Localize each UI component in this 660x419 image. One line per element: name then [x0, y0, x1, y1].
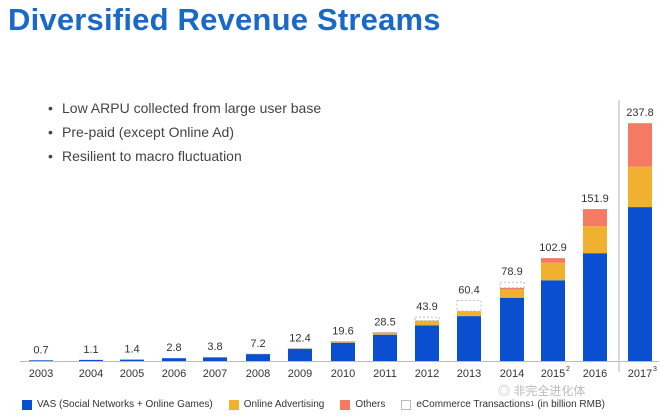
chart-legend: VAS (Social Networks + Online Games) Onl… [22, 399, 605, 410]
data-label: 2.8 [166, 342, 181, 354]
bar-segment-online [583, 226, 607, 254]
x-tick-label: 2015 [541, 368, 565, 380]
x-tick-label: 2004 [79, 368, 103, 380]
footnote-marker: 3 [653, 366, 657, 373]
data-label: 102.9 [539, 242, 567, 254]
bar-segment-vas [331, 342, 355, 361]
legend-label: eCommerce Transactions [416, 399, 531, 410]
bar-segment-vas [203, 357, 227, 361]
legend-swatch [340, 399, 351, 410]
bar-segment-vas [288, 349, 312, 361]
bar-segment-ecommerce [456, 300, 482, 312]
watermark: ◎ 非完全进化体 [498, 384, 586, 398]
bar-segment-vas [583, 253, 607, 361]
page-title: Diversified Revenue Streams [8, 2, 441, 37]
bar-segment-vas [246, 354, 270, 361]
legend-label: Others [355, 399, 386, 410]
bar-segment-online [457, 311, 481, 317]
footnote-marker: 2 [566, 366, 570, 373]
bar-segment-vas [120, 359, 144, 361]
x-tick-label: 2016 [583, 368, 607, 380]
x-tick-label: 2003 [29, 368, 53, 380]
data-label: 60.4 [458, 285, 479, 297]
data-label: 1.4 [124, 344, 139, 356]
x-tick-label: 2017 [628, 368, 652, 380]
legend-swatch [22, 399, 32, 410]
data-label: 3.8 [207, 341, 222, 353]
bar-segment-others [628, 123, 652, 167]
bar-segment-online [373, 332, 397, 335]
legend-item-ads: Online Advertising [228, 399, 325, 410]
bullet-item: Low ARPU collected from large user base [48, 98, 321, 122]
bar-segment-vas [457, 316, 481, 361]
bar-segment-online [541, 262, 565, 281]
data-label: 19.6 [332, 325, 353, 337]
unit-label: (in billion RMB) [537, 399, 605, 410]
bar-segment-vas [79, 359, 103, 361]
data-label: 7.2 [250, 338, 265, 350]
x-tick-label: 2007 [203, 368, 227, 380]
bar-segment-others [541, 258, 565, 263]
bar-segment-online [628, 166, 652, 208]
x-tick-label: 2005 [120, 368, 144, 380]
data-label: 1.1 [83, 344, 98, 356]
bar-segment-others [500, 287, 524, 290]
data-label: 43.9 [416, 301, 437, 313]
data-label: 237.8 [626, 107, 654, 119]
bar-segment-vas [541, 280, 565, 361]
x-tick-label: 2014 [500, 368, 524, 380]
data-label: 12.4 [289, 333, 310, 345]
bar-segment-vas [500, 297, 524, 361]
data-label: 0.7 [33, 344, 48, 356]
bar-segment-vas [29, 360, 53, 361]
bar-segment-vas [628, 207, 652, 361]
legend-item-others: Others [340, 399, 385, 410]
x-tick-label: 2006 [162, 368, 186, 380]
bar-segment-online [500, 289, 524, 298]
bar-segment-online [415, 320, 439, 326]
data-label: 78.9 [501, 266, 522, 278]
x-tick-label: 2009 [288, 368, 312, 380]
legend-swatch [401, 399, 412, 410]
x-tick-label: 2010 [331, 368, 355, 380]
bullet-item: Pre-paid (except Online Ad) [48, 122, 321, 146]
legend-label: Online Advertising [243, 399, 325, 410]
footnote-marker: 1 [530, 401, 535, 408]
bullet-list: Low ARPU collected from large user base … [48, 98, 321, 170]
x-tick-label: 2008 [246, 368, 270, 380]
legend-swatch [228, 399, 239, 410]
bar-segment-online [331, 341, 355, 343]
x-tick-label: 2011 [373, 368, 397, 380]
bar-segment-vas [373, 334, 397, 361]
x-tick-label: 2012 [415, 368, 439, 380]
bar-segment-ecommerce [414, 316, 440, 322]
legend-label: VAS (Social Networks + Online Games) [37, 399, 213, 410]
legend-item-vas: VAS (Social Networks + Online Games) [22, 399, 213, 410]
legend-item-ecommerce: eCommerce Transactions 1 [401, 399, 534, 410]
bar-segment-vas [162, 358, 186, 361]
data-label: 28.5 [374, 317, 395, 329]
data-label: 151.9 [581, 193, 609, 205]
bar-segment-vas [415, 325, 439, 361]
x-tick-label: 2013 [457, 368, 481, 380]
bullet-item: Resilient to macro fluctuation [48, 146, 321, 170]
bar-segment-ecommerce [499, 281, 525, 289]
bar-segment-others [583, 209, 607, 227]
